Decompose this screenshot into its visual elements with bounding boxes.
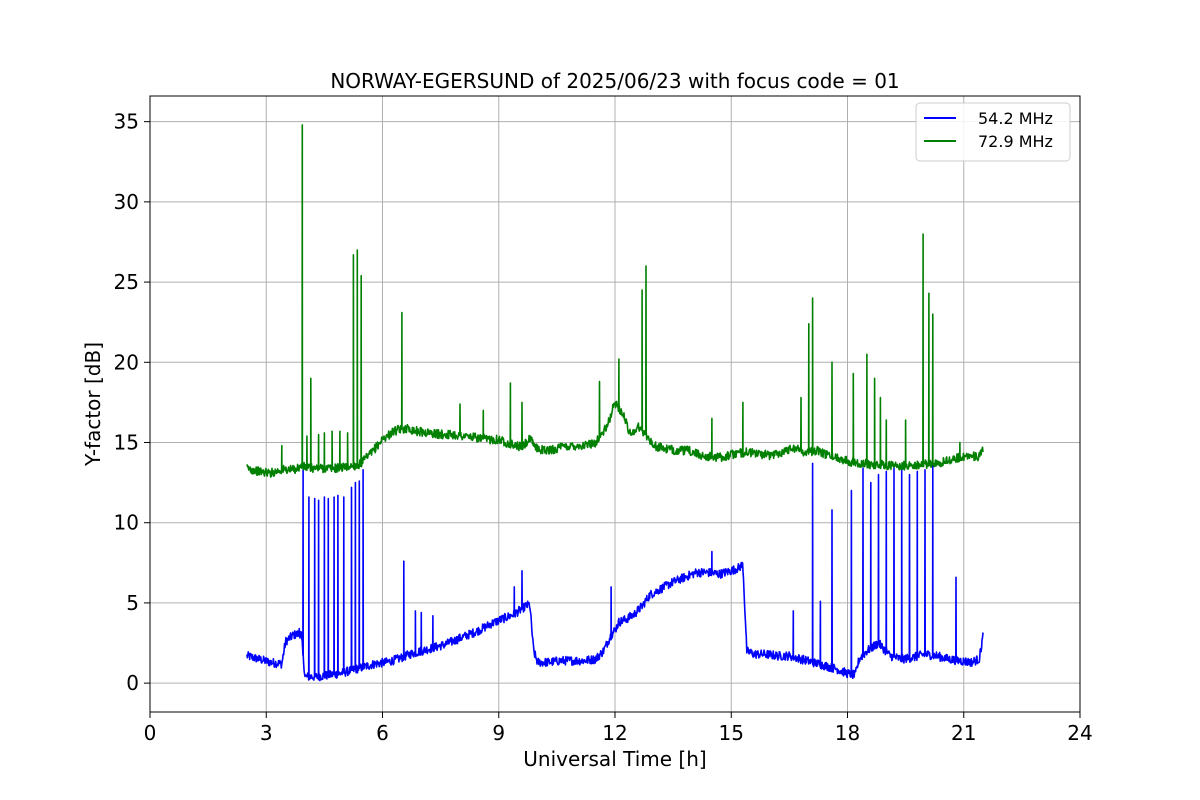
y-tick-label: 30 — [114, 190, 139, 214]
legend: 54.2 MHz 72.9 MHz — [915, 102, 1071, 162]
legend-label: 72.9 MHz — [978, 132, 1053, 151]
x-tick-label: 3 — [260, 721, 273, 745]
y-axis: 0 5 10 15 20 25 30 35 — [114, 110, 150, 695]
x-axis-label: Universal Time [h] — [523, 747, 706, 771]
x-tick-label: 18 — [835, 721, 860, 745]
legend-label: 54.2 MHz — [978, 109, 1053, 128]
y-axis-label: Y-factor [dB] — [81, 342, 105, 467]
x-tick-label: 9 — [492, 721, 505, 745]
series-layer — [246, 124, 984, 682]
y-tick-label: 0 — [126, 671, 139, 695]
x-tick-label: 12 — [602, 721, 627, 745]
y-tick-label: 5 — [126, 591, 139, 615]
x-axis: 0 3 6 9 12 15 18 21 24 — [144, 712, 1093, 745]
y-tick-label: 35 — [114, 110, 139, 134]
chart-title: NORWAY-EGERSUND of 2025/06/23 with focus… — [330, 69, 899, 93]
x-tick-label: 15 — [719, 721, 744, 745]
x-tick-label: 0 — [144, 721, 157, 745]
y-tick-label: 10 — [114, 511, 139, 535]
x-tick-label: 24 — [1067, 721, 1092, 745]
series-line-1 — [246, 462, 984, 682]
series-line-2 — [246, 124, 984, 478]
x-tick-label: 21 — [951, 721, 976, 745]
x-tick-label: 6 — [376, 721, 389, 745]
y-tick-label: 25 — [114, 270, 139, 294]
y-tick-label: 15 — [114, 431, 139, 455]
grid — [149, 96, 1081, 712]
y-tick-label: 20 — [114, 350, 139, 374]
